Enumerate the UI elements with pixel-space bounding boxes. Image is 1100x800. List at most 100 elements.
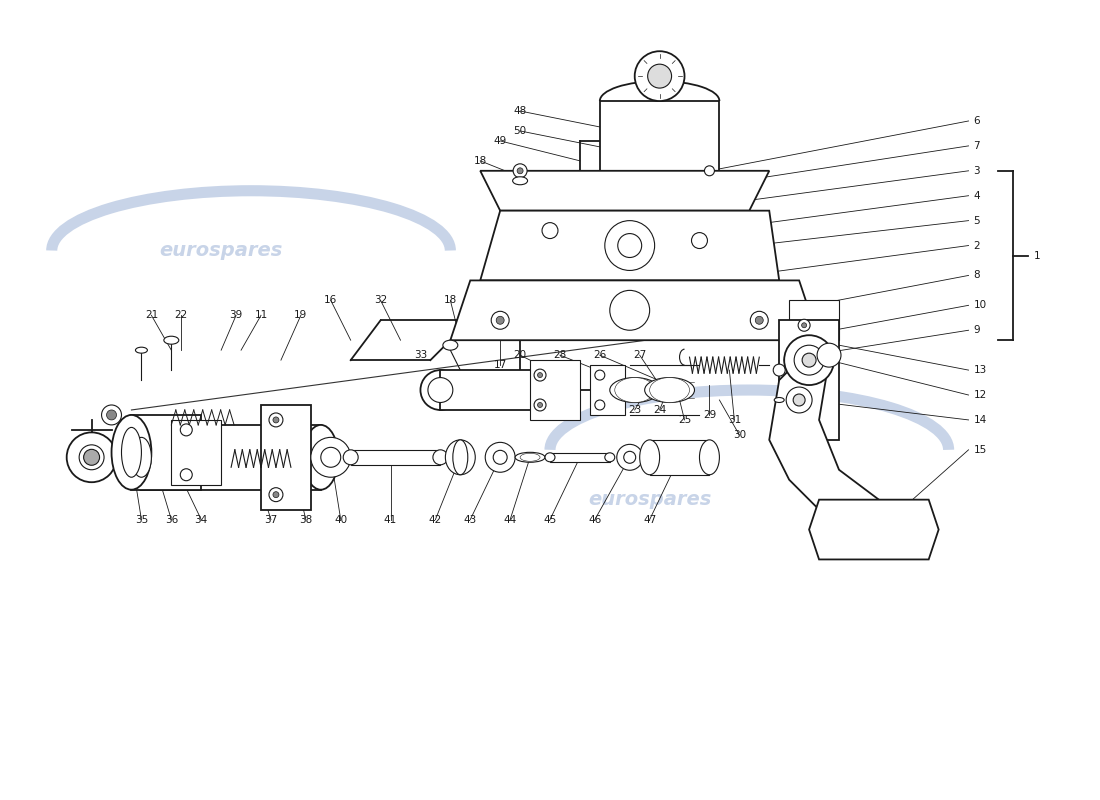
Circle shape	[609, 290, 650, 330]
Text: eurospares: eurospares	[160, 241, 283, 260]
Ellipse shape	[650, 378, 690, 402]
Ellipse shape	[520, 454, 540, 462]
Text: 16: 16	[324, 295, 338, 306]
Circle shape	[773, 364, 785, 376]
Bar	[142, 425, 321, 490]
Ellipse shape	[101, 405, 121, 425]
Text: 8: 8	[974, 270, 980, 281]
Text: 5: 5	[974, 216, 980, 226]
Circle shape	[786, 387, 812, 413]
Text: 19: 19	[294, 310, 308, 320]
Text: 10: 10	[974, 300, 987, 310]
Text: 46: 46	[588, 514, 602, 525]
Polygon shape	[810, 500, 938, 559]
Circle shape	[704, 166, 714, 176]
Circle shape	[802, 322, 806, 328]
Circle shape	[513, 164, 527, 178]
Text: 33: 33	[414, 350, 427, 360]
Ellipse shape	[111, 415, 152, 490]
Text: 24: 24	[653, 405, 667, 415]
Bar	[351, 450, 440, 465]
Bar	[440, 370, 560, 410]
Text: 50: 50	[514, 126, 527, 136]
Circle shape	[817, 343, 842, 367]
Bar	[530, 360, 580, 420]
Ellipse shape	[79, 445, 104, 470]
Ellipse shape	[513, 177, 528, 185]
Text: 43: 43	[464, 514, 477, 525]
Ellipse shape	[645, 378, 694, 402]
Ellipse shape	[164, 336, 179, 344]
Ellipse shape	[453, 440, 468, 474]
Ellipse shape	[615, 378, 654, 402]
Polygon shape	[132, 415, 201, 490]
Text: 23: 23	[628, 405, 641, 415]
Ellipse shape	[700, 440, 719, 474]
Polygon shape	[769, 360, 889, 530]
Ellipse shape	[515, 452, 544, 462]
Polygon shape	[481, 170, 769, 210]
Ellipse shape	[640, 440, 660, 474]
Circle shape	[617, 444, 642, 470]
Text: 28: 28	[553, 350, 566, 360]
Text: 22: 22	[175, 310, 188, 320]
Text: eurospares: eurospares	[588, 490, 712, 509]
Circle shape	[535, 369, 546, 381]
Ellipse shape	[446, 440, 475, 474]
Ellipse shape	[428, 378, 453, 402]
Circle shape	[635, 51, 684, 101]
Text: 15: 15	[974, 445, 987, 455]
Ellipse shape	[609, 378, 660, 402]
Circle shape	[793, 394, 805, 406]
Ellipse shape	[132, 438, 152, 478]
Ellipse shape	[544, 453, 556, 462]
Circle shape	[794, 345, 824, 375]
Text: 6: 6	[974, 116, 980, 126]
Ellipse shape	[343, 450, 359, 465]
Circle shape	[535, 399, 546, 411]
Text: 47: 47	[644, 514, 657, 525]
Text: 25: 25	[678, 415, 691, 425]
Text: 26: 26	[593, 350, 606, 360]
Circle shape	[496, 316, 504, 324]
Text: 18: 18	[474, 156, 487, 166]
Ellipse shape	[784, 350, 834, 370]
Circle shape	[270, 413, 283, 427]
Polygon shape	[261, 405, 311, 510]
Ellipse shape	[304, 425, 338, 490]
Text: 30: 30	[733, 430, 746, 440]
Circle shape	[180, 424, 192, 436]
Ellipse shape	[67, 432, 117, 482]
Circle shape	[485, 442, 515, 472]
Circle shape	[648, 64, 672, 88]
Circle shape	[542, 222, 558, 238]
Ellipse shape	[443, 340, 458, 350]
Text: 31: 31	[728, 415, 741, 425]
Circle shape	[273, 417, 279, 423]
Circle shape	[180, 469, 192, 481]
Circle shape	[595, 370, 605, 380]
Text: 40: 40	[334, 514, 348, 525]
Text: 34: 34	[195, 514, 208, 525]
Circle shape	[802, 353, 816, 367]
Text: 32: 32	[374, 295, 387, 306]
Text: 48: 48	[514, 106, 527, 116]
Circle shape	[84, 450, 100, 466]
Bar	[550, 453, 609, 462]
Circle shape	[493, 450, 507, 464]
Text: 4: 4	[974, 190, 980, 201]
Text: 7: 7	[974, 141, 980, 151]
Text: 17: 17	[494, 360, 507, 370]
Circle shape	[624, 451, 636, 463]
Text: 1: 1	[1033, 250, 1039, 261]
Ellipse shape	[420, 370, 460, 410]
Circle shape	[618, 234, 641, 258]
Text: 11: 11	[254, 310, 267, 320]
Text: 42: 42	[429, 514, 442, 525]
Text: 2: 2	[974, 241, 980, 250]
Ellipse shape	[124, 425, 158, 490]
Bar	[590, 365, 625, 415]
Circle shape	[750, 311, 768, 330]
Text: 49: 49	[494, 136, 507, 146]
Text: 36: 36	[165, 514, 178, 525]
